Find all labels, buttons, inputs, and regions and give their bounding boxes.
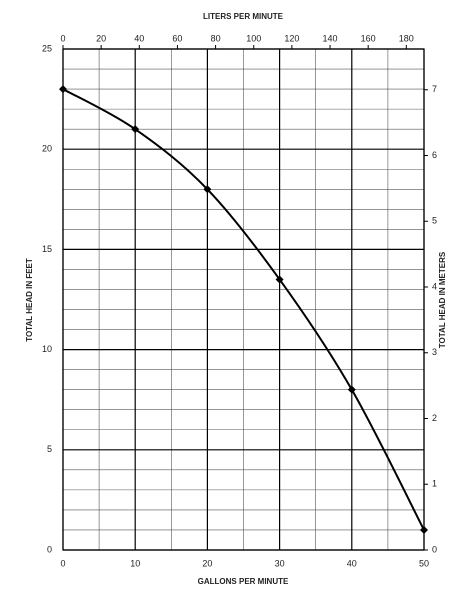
y2-axis-label: TOTAL HEAD IN METERS [438, 251, 447, 348]
x2-tick-label: 0 [60, 33, 65, 43]
x2-tick-label: 140 [323, 33, 338, 43]
y2-tick-label: 2 [432, 413, 437, 423]
y-tick-label: 5 [47, 444, 52, 454]
x2-tick-label: 20 [96, 33, 106, 43]
y2-tick-label: 0 [432, 544, 437, 554]
point-marker [420, 525, 428, 534]
y2-tick-label: 5 [432, 216, 437, 226]
x2-tick-label: 160 [361, 33, 376, 43]
y-tick-label: 20 [42, 144, 52, 154]
y-tick-label: 0 [47, 544, 52, 554]
y2-tick-label: 4 [432, 281, 437, 291]
point-marker [131, 125, 140, 134]
y2-tick-label: 7 [432, 84, 437, 94]
x2-tick-label: 60 [172, 33, 182, 43]
x-axis-label: GALLONS PER MINUTE [198, 577, 289, 586]
x2-tick-label: 80 [211, 33, 221, 43]
x2-tick-label: 100 [246, 33, 261, 43]
y-tick-label: 25 [42, 43, 52, 53]
x-tick-label: 30 [275, 558, 285, 568]
y2-tick-label: 3 [432, 347, 437, 357]
y2-tick-label: 6 [432, 150, 437, 160]
point-marker [203, 185, 212, 194]
x2-tick-label: 120 [284, 33, 299, 43]
x2-tick-label: 180 [399, 33, 414, 43]
x-tick-label: 10 [130, 558, 140, 568]
x-tick-label: 50 [419, 558, 429, 568]
y2-tick-label: 1 [432, 479, 437, 489]
plot-frame [62, 48, 425, 551]
x-tick-label: 0 [60, 558, 65, 568]
point-marker [347, 385, 356, 394]
x-tick-label: 40 [347, 558, 357, 568]
point-marker [59, 85, 67, 94]
x2-tick-label: 40 [134, 33, 144, 43]
y-tick-label: 10 [42, 344, 52, 354]
y-tick-label: 15 [42, 244, 52, 254]
y-axis-label: TOTAL HEAD IN FEET [25, 258, 34, 342]
x-tick-label: 20 [202, 558, 212, 568]
point-marker [275, 275, 284, 284]
x2-axis-label: LITERS PER MINUTE [203, 12, 284, 21]
